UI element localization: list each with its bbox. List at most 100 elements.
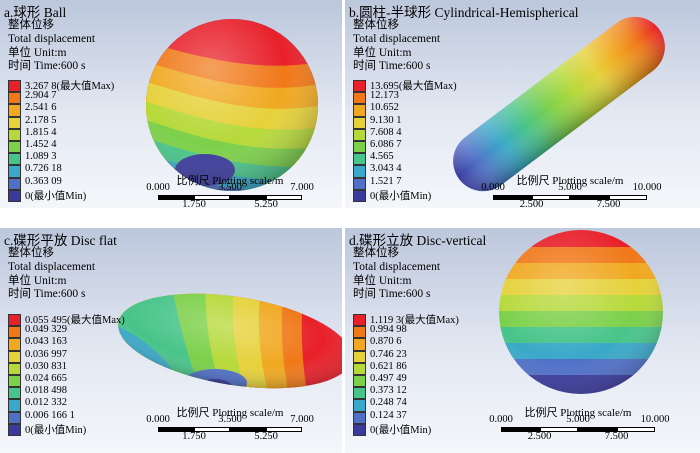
scale-tick-label: 7.000 bbox=[290, 182, 314, 193]
info-line: 整体位移 bbox=[353, 247, 399, 259]
legend-swatch bbox=[353, 374, 366, 388]
legend-swatch bbox=[353, 140, 366, 154]
legend-value: 6.086 7 bbox=[370, 138, 402, 150]
legend-value: 0.248 74 bbox=[370, 397, 407, 409]
info-block: 整体位移 Total displacement 单位 Unit:m 时间 Tim… bbox=[8, 247, 95, 302]
info-line: 单位 Unit:m bbox=[353, 274, 412, 287]
scale-tick-label: 1.750 bbox=[182, 431, 206, 442]
legend-value: 0.746 23 bbox=[370, 348, 407, 360]
legend-value: 0.006 166 1 bbox=[25, 409, 75, 421]
scale-segment bbox=[531, 195, 570, 200]
legend-swatch bbox=[8, 338, 21, 351]
panel-title: c.碟形平放 Disc flat bbox=[4, 233, 117, 248]
legend-value: 1.119 3(最大值Max) bbox=[370, 315, 459, 326]
panel-title: b.圆柱-半球形 Cylindrical-Hemispherical bbox=[349, 5, 579, 20]
info-line: 时间 Time:600 s bbox=[8, 60, 86, 73]
legend-swatch bbox=[8, 177, 21, 190]
legend-value: 1.521 7 bbox=[370, 175, 402, 187]
scale-segment bbox=[493, 195, 532, 200]
panel-cylindrical-hemispherical: b.圆柱-半球形 Cylindrical-Hemispherical 整体位移 … bbox=[345, 0, 700, 208]
info-block: 整体位移 Total displacement 单位 Unit:m 时间 Tim… bbox=[353, 247, 440, 302]
legend-value: 1.089 3 bbox=[25, 151, 57, 163]
disc-flat-model bbox=[111, 279, 342, 403]
legend-value: 0.726 18 bbox=[25, 163, 62, 175]
legend-swatch bbox=[353, 350, 366, 363]
scale-segment bbox=[158, 195, 194, 200]
legend-swatch bbox=[353, 165, 366, 178]
scale-segment bbox=[539, 427, 578, 432]
legend-value: 1.452 4 bbox=[25, 138, 57, 150]
legend-value: 1.815 4 bbox=[25, 126, 57, 138]
scale-tick-label: 0.000 bbox=[481, 182, 505, 193]
legend-value: 0.024 665 bbox=[25, 372, 67, 384]
legend-swatch bbox=[8, 362, 21, 375]
legend-value: 0.621 86 bbox=[370, 360, 407, 372]
legend-value: 10.652 bbox=[370, 102, 399, 114]
legend-value: 12.173 bbox=[370, 90, 399, 102]
legend-swatch bbox=[8, 80, 21, 93]
legend-swatch bbox=[353, 411, 366, 424]
legend-value: 0.363 09 bbox=[25, 175, 62, 187]
scale-label: 比例尺 Plotting scale/m bbox=[176, 407, 284, 419]
scale-tick-label: 2.500 bbox=[527, 431, 552, 442]
info-line: 时间 Time:600 s bbox=[353, 288, 431, 301]
scale-tick-label: 0.000 bbox=[489, 414, 513, 425]
plotting-scale: 比例尺 Plotting scale/m 0.000 5.000 10.000 2.50… bbox=[481, 172, 661, 208]
scale-label: 比例尺 Plotting scale/m bbox=[516, 175, 624, 187]
legend-swatch bbox=[353, 423, 366, 436]
panel-ball: a.球形 Ball 整体位移 Total displacement 单位 Uni… bbox=[0, 0, 342, 208]
scale-segment bbox=[501, 427, 540, 432]
legend-swatch bbox=[8, 116, 21, 129]
scale-segment bbox=[266, 427, 302, 432]
scale-segment bbox=[578, 427, 617, 432]
legend-value: 0.055 495(最大值Max) bbox=[25, 315, 125, 326]
info-line: 整体位移 bbox=[8, 247, 54, 259]
legend-swatch bbox=[8, 165, 21, 178]
legend-value: 0(最小值Min) bbox=[370, 424, 432, 436]
legend-value: 0.049 329 bbox=[25, 324, 67, 336]
legend-swatch bbox=[353, 153, 366, 166]
scale-segment bbox=[194, 195, 230, 200]
info-line: Total displacement bbox=[8, 260, 96, 273]
legend-swatch bbox=[353, 326, 366, 339]
scale-segment bbox=[266, 195, 302, 200]
scale-segment bbox=[616, 427, 655, 432]
scale-segment bbox=[570, 195, 609, 200]
scale-segment bbox=[230, 427, 266, 432]
legend-value: 2.904 7 bbox=[25, 90, 57, 102]
disc-vertical-model bbox=[499, 230, 663, 394]
legend-value: 0.994 98 bbox=[370, 324, 407, 336]
scale-tick-label: 7.500 bbox=[596, 199, 621, 208]
legend-value: 3.267 8(最大值Max) bbox=[25, 81, 115, 92]
scale-tick-label: 10.000 bbox=[640, 414, 670, 425]
scale-tick-label: 1.750 bbox=[182, 199, 206, 208]
legend-swatch bbox=[8, 387, 21, 400]
scale-label: 比例尺 Plotting scale/m bbox=[176, 175, 284, 187]
legend-swatch bbox=[353, 399, 366, 412]
legend-swatch bbox=[8, 104, 21, 117]
scale-tick-label: 5.000 bbox=[558, 182, 582, 193]
legend-value: 0.012 332 bbox=[25, 397, 67, 409]
panel-disc-vertical: d.碟形立放 Disc-vertical 整体位移 Total displace… bbox=[345, 228, 700, 453]
legend-swatch bbox=[8, 411, 21, 424]
plotting-scale: 比例尺 Plotting scale/m 0.000 5.000 10.000 2.50… bbox=[489, 404, 669, 442]
scale-segment bbox=[608, 195, 647, 200]
capsule-model bbox=[453, 16, 665, 192]
legend-swatch bbox=[353, 92, 366, 105]
info-block: 整体位移 Total displacement 单位 Unit:m 时间 Tim… bbox=[353, 19, 440, 74]
legend-swatch bbox=[353, 128, 366, 141]
legend-value: 0.043 163 bbox=[25, 336, 67, 348]
legend-swatch bbox=[8, 189, 21, 202]
info-line: 整体位移 bbox=[8, 19, 54, 31]
legend-swatch bbox=[353, 387, 366, 400]
info-line: 单位 Unit:m bbox=[8, 46, 67, 59]
info-line: Total displacement bbox=[8, 32, 96, 45]
scale-segment bbox=[194, 427, 230, 432]
legend-value: 0.036 997 bbox=[25, 348, 67, 360]
legend-swatch bbox=[353, 314, 366, 327]
panel-disc-flat: c.碟形平放 Disc flat 整体位移 Total displacement… bbox=[0, 228, 342, 453]
legend-value: 0(最小值Min) bbox=[25, 424, 87, 436]
plotting-scale: 比例尺 Plotting scale/m 0.000 3.500 7.000 1.750… bbox=[146, 404, 314, 442]
legend-swatch bbox=[8, 92, 21, 105]
